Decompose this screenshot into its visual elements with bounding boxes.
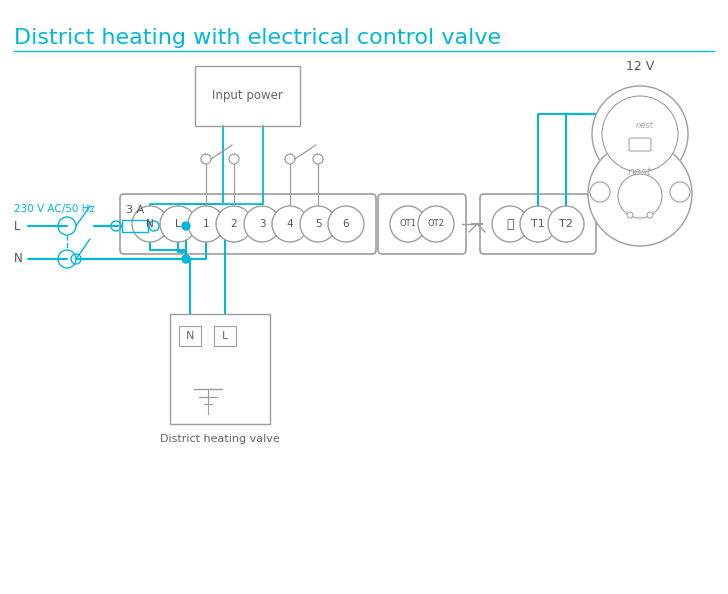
Circle shape [272,206,308,242]
Circle shape [647,212,653,218]
Circle shape [160,206,196,242]
Text: 5: 5 [314,219,321,229]
Text: 6: 6 [343,219,349,229]
Circle shape [244,206,280,242]
Circle shape [602,96,678,172]
FancyBboxPatch shape [378,194,466,254]
Text: 3: 3 [258,219,265,229]
Circle shape [182,222,190,230]
Circle shape [492,206,528,242]
Circle shape [188,206,224,242]
Text: ⏚: ⏚ [506,217,514,230]
Text: N: N [146,219,154,229]
Text: L: L [14,220,20,232]
Circle shape [390,206,426,242]
Text: 3 A: 3 A [126,205,144,215]
Text: 12 V: 12 V [626,59,654,72]
Text: T1: T1 [531,219,545,229]
Text: OT2: OT2 [427,220,444,229]
Text: District heating with electrical control valve: District heating with electrical control… [14,28,501,48]
Bar [179,326,201,346]
Text: L: L [175,219,181,229]
Text: T2: T2 [559,219,573,229]
Text: 2: 2 [231,219,237,229]
Text: 4: 4 [287,219,293,229]
Bar [122,220,148,232]
Circle shape [182,255,190,263]
Bar [214,326,236,346]
Circle shape [627,212,633,218]
Text: N: N [14,252,23,266]
Text: Input power: Input power [212,90,283,103]
Text: L: L [222,331,228,341]
Circle shape [418,206,454,242]
Circle shape [588,142,692,246]
Bar [170,314,270,424]
Text: 1: 1 [202,219,210,229]
Text: nest: nest [636,122,654,131]
Circle shape [216,206,252,242]
Circle shape [300,206,336,242]
Text: OT1: OT1 [400,220,416,229]
Text: 230 V AC/50 Hz: 230 V AC/50 Hz [14,204,95,214]
Text: N: N [186,331,194,341]
Circle shape [520,206,556,242]
Circle shape [548,206,584,242]
Circle shape [328,206,364,242]
Circle shape [132,206,168,242]
FancyBboxPatch shape [480,194,596,254]
FancyBboxPatch shape [120,194,376,254]
Text: nest: nest [628,167,652,177]
Circle shape [592,86,688,182]
Bar [195,66,300,126]
Text: District heating valve: District heating valve [160,434,280,444]
